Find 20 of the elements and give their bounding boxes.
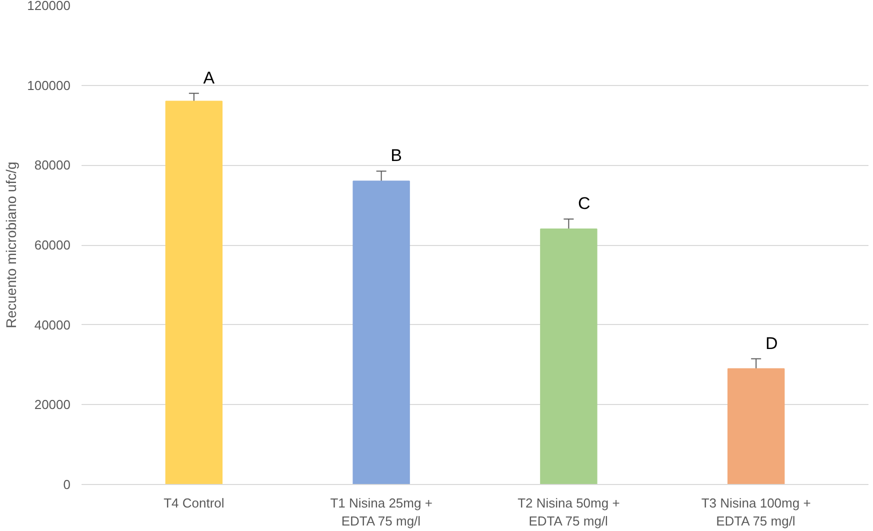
- annotation: B: [390, 146, 402, 166]
- bar: [165, 100, 223, 484]
- y-tick-label: 0: [63, 477, 71, 492]
- y-tick-label: 20000: [34, 397, 71, 412]
- y-tick-label: 40000: [34, 317, 71, 332]
- y-axis-title: Recuento microbiano ufc/g: [3, 162, 20, 328]
- y-tick-label: 80000: [34, 158, 71, 173]
- bar: [540, 228, 598, 484]
- annotation: C: [578, 194, 590, 214]
- x-tick-label: T3 Nisina 100mg + EDTA 75 mg/l: [701, 496, 811, 528]
- bar: [727, 368, 785, 484]
- bar: [352, 180, 410, 484]
- x-tick-label: T1 Nisina 25mg + EDTA 75 mg/l: [330, 496, 432, 528]
- y-tick-label: 100000: [27, 78, 71, 93]
- annotation: D: [765, 334, 778, 353]
- y-tick-label: 60000: [34, 238, 71, 252]
- x-tick-label: T2 Nisina 50mg + EDTA 75 mg/l: [518, 496, 620, 528]
- y-tick-label: 120000: [27, 0, 71, 13]
- annotation: A: [203, 68, 216, 88]
- x-tick-label: T4 Control: [164, 496, 224, 510]
